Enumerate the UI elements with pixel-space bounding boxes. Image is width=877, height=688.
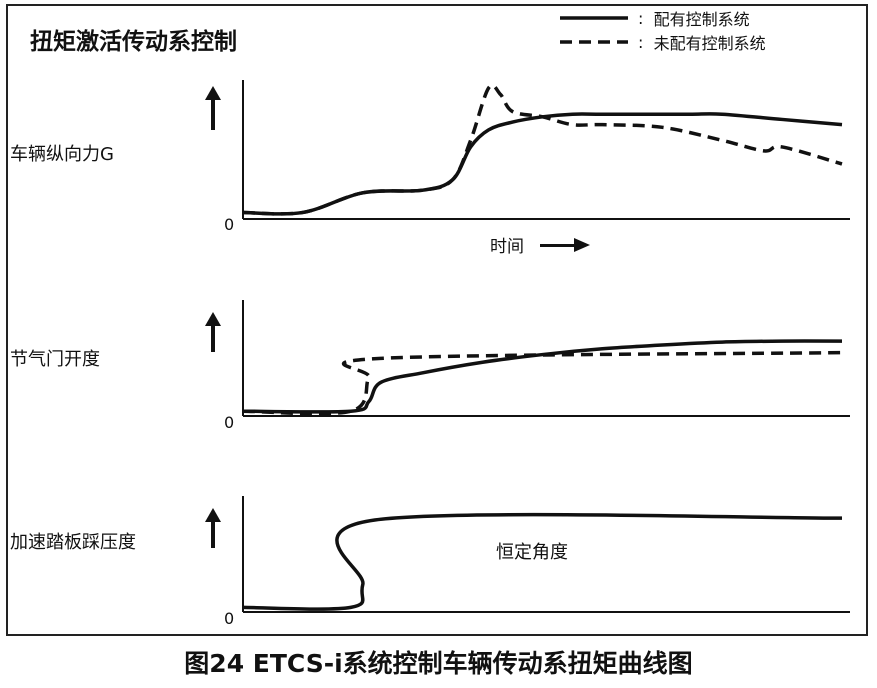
legend: : 配有控制系统 : 未配有控制系统 (560, 6, 766, 54)
chart-frame (6, 4, 868, 636)
figure-caption: 图24 ETCS-i系统控制车辆传动系扭矩曲线图 (184, 649, 693, 678)
legend-item-with-control: : 配有控制系统 (560, 6, 766, 30)
up-arrow-icon (205, 86, 221, 130)
constant-angle-annotation: 恒定角度 (496, 542, 568, 563)
time-axis-label: 时间 (490, 232, 590, 257)
legend-solid-swatch (560, 16, 628, 20)
zero-label-1: 0 (224, 215, 235, 234)
legend-label-with-control: 配有控制系统 (653, 10, 750, 29)
zero-label-2: 0 (224, 413, 235, 432)
ylabel-accelerator: 加速踏板踩压度 (10, 532, 136, 553)
up-arrow-icon (205, 508, 221, 548)
ylabel-throttle: 节气门开度 (10, 349, 100, 370)
legend-item-without-control: : 未配有控制系统 (560, 30, 766, 54)
legend-dashed-swatch (560, 40, 628, 44)
legend-separator: : (638, 8, 644, 28)
legend-separator: : (638, 32, 644, 52)
series-line-with-control-panel-2 (242, 339, 843, 414)
series-line-without-control-panel-2 (242, 350, 843, 416)
series-line-without-control-panel-1 (242, 83, 843, 216)
time-label-text: 时间 (490, 237, 524, 257)
chart-title: 扭矩激活传动系控制 (30, 29, 237, 55)
right-arrow-icon (540, 237, 590, 252)
ylabel-longitudinal-force: 车辆纵向力G (10, 144, 114, 165)
legend-label-without-control: 未配有控制系统 (653, 34, 766, 53)
series-line-with-control-panel-3 (242, 512, 843, 611)
up-arrow-icon (205, 312, 221, 352)
zero-label-3: 0 (224, 609, 235, 628)
series-line-with-control-panel-1 (242, 112, 843, 216)
